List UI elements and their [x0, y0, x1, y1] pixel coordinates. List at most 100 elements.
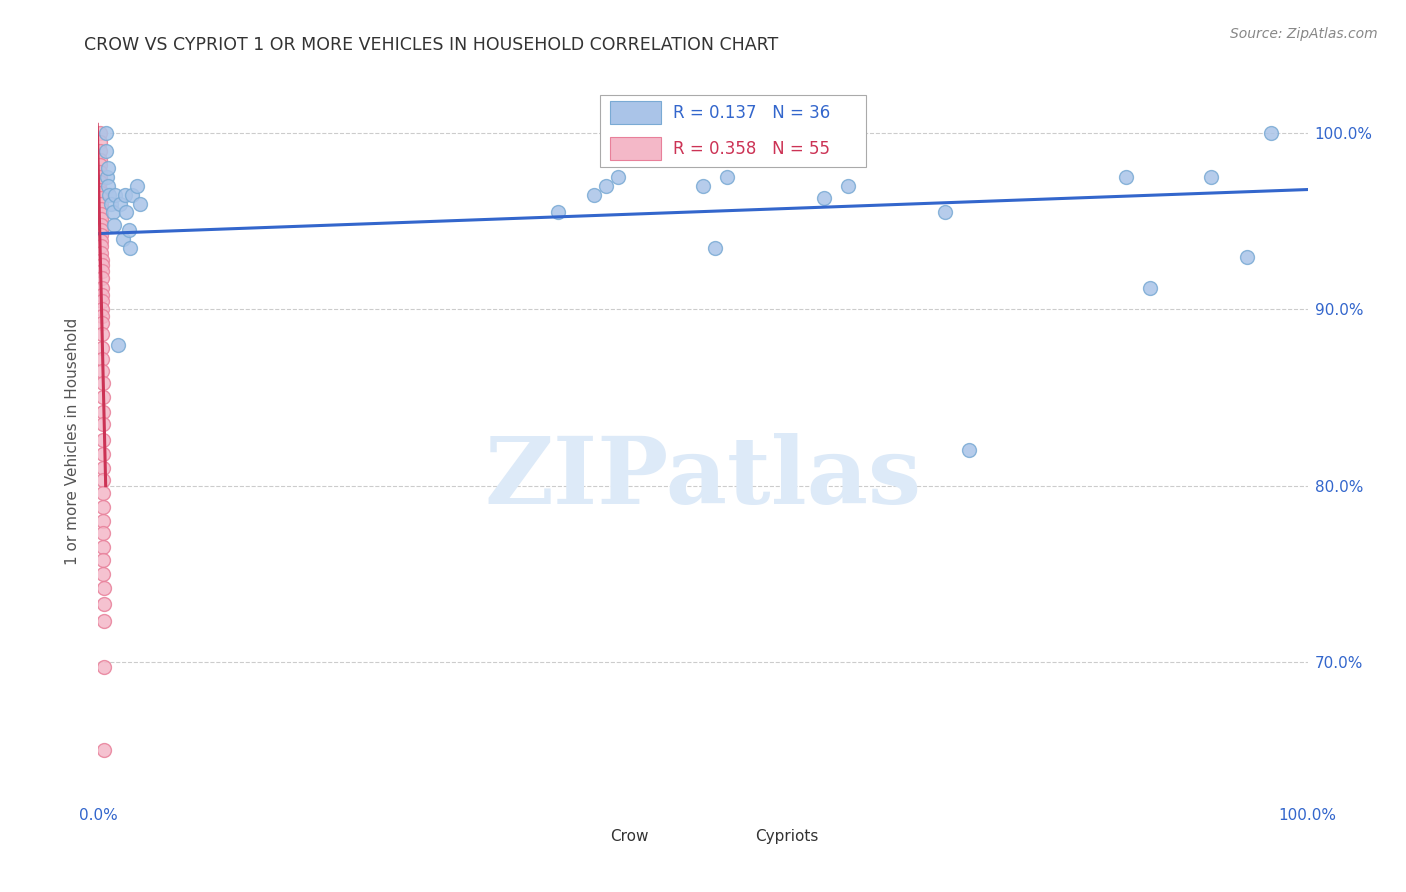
Point	[94, 126, 117, 140]
Point	[89, 153, 111, 167]
Point	[716, 170, 738, 185]
Point	[91, 288, 114, 302]
Point	[91, 485, 114, 500]
Point	[97, 161, 120, 176]
Point	[91, 326, 114, 341]
Point	[103, 218, 125, 232]
Point	[91, 263, 114, 277]
Point	[91, 310, 114, 324]
Point	[692, 179, 714, 194]
FancyBboxPatch shape	[703, 826, 745, 847]
Point	[957, 443, 980, 458]
Point	[89, 176, 111, 190]
Point	[1260, 126, 1282, 140]
Point	[93, 743, 115, 757]
Point	[89, 135, 111, 149]
Point	[89, 158, 111, 172]
Point	[91, 417, 114, 431]
Point	[93, 597, 115, 611]
Text: Source: ZipAtlas.com: Source: ZipAtlas.com	[1230, 27, 1378, 41]
Text: Cypriots: Cypriots	[755, 829, 818, 844]
Point	[91, 391, 114, 405]
Point	[118, 223, 141, 237]
Point	[91, 566, 114, 581]
Text: ZIPatlas: ZIPatlas	[485, 433, 921, 523]
Point	[595, 179, 617, 194]
Point	[91, 253, 114, 268]
Point	[89, 182, 111, 196]
Point	[111, 232, 134, 246]
Point	[90, 218, 112, 232]
Point	[90, 239, 112, 253]
FancyBboxPatch shape	[558, 826, 600, 847]
Point	[93, 581, 115, 595]
Point	[104, 187, 127, 202]
Text: R = 0.358   N = 55: R = 0.358 N = 55	[672, 140, 830, 158]
Point	[583, 187, 606, 202]
Point	[89, 165, 111, 179]
Point	[547, 205, 569, 219]
Point	[90, 191, 112, 205]
Point	[90, 212, 112, 227]
Point	[89, 144, 111, 158]
Point	[90, 223, 112, 237]
Point	[93, 660, 115, 674]
Point	[100, 196, 122, 211]
FancyBboxPatch shape	[610, 137, 661, 161]
Point	[1236, 250, 1258, 264]
Point	[91, 526, 114, 541]
Point	[118, 241, 141, 255]
Point	[90, 207, 112, 221]
Point	[91, 258, 114, 272]
Point	[1199, 170, 1222, 185]
Point	[91, 473, 114, 487]
Point	[91, 293, 114, 308]
Point	[128, 196, 150, 211]
Point	[101, 205, 124, 219]
Point	[91, 500, 114, 514]
Point	[607, 170, 630, 185]
Point	[127, 179, 149, 194]
Point	[91, 541, 114, 555]
Point	[93, 615, 115, 629]
Point	[114, 187, 136, 202]
Point	[91, 552, 114, 566]
Point	[91, 364, 114, 378]
Point	[91, 281, 114, 295]
Point	[837, 179, 859, 194]
Point	[115, 205, 138, 219]
Text: CROW VS CYPRIOT 1 OR MORE VEHICLES IN HOUSEHOLD CORRELATION CHART: CROW VS CYPRIOT 1 OR MORE VEHICLES IN HO…	[84, 36, 779, 54]
Point	[91, 317, 114, 331]
Point	[934, 205, 956, 219]
Point	[90, 228, 112, 243]
Point	[89, 170, 111, 185]
Point	[91, 404, 114, 418]
Point	[89, 126, 111, 140]
Text: R = 0.137   N = 36: R = 0.137 N = 36	[672, 103, 830, 122]
Point	[91, 433, 114, 447]
Point	[1115, 170, 1137, 185]
Point	[90, 246, 112, 260]
Point	[96, 170, 118, 185]
Point	[107, 337, 129, 351]
Point	[90, 186, 112, 200]
Point	[91, 461, 114, 475]
Point	[813, 191, 835, 205]
Point	[108, 196, 131, 211]
Point	[90, 202, 112, 216]
Point	[97, 179, 120, 194]
Point	[91, 302, 114, 317]
Point	[90, 196, 112, 211]
Point	[1139, 281, 1161, 295]
Point	[91, 376, 114, 391]
Point	[90, 234, 112, 248]
Point	[704, 241, 727, 255]
Y-axis label: 1 or more Vehicles in Household: 1 or more Vehicles in Household	[65, 318, 80, 566]
Point	[91, 514, 114, 528]
Point	[94, 144, 117, 158]
Point	[91, 351, 114, 366]
Point	[91, 270, 114, 285]
Point	[91, 447, 114, 461]
Point	[98, 187, 121, 202]
Point	[121, 187, 143, 202]
